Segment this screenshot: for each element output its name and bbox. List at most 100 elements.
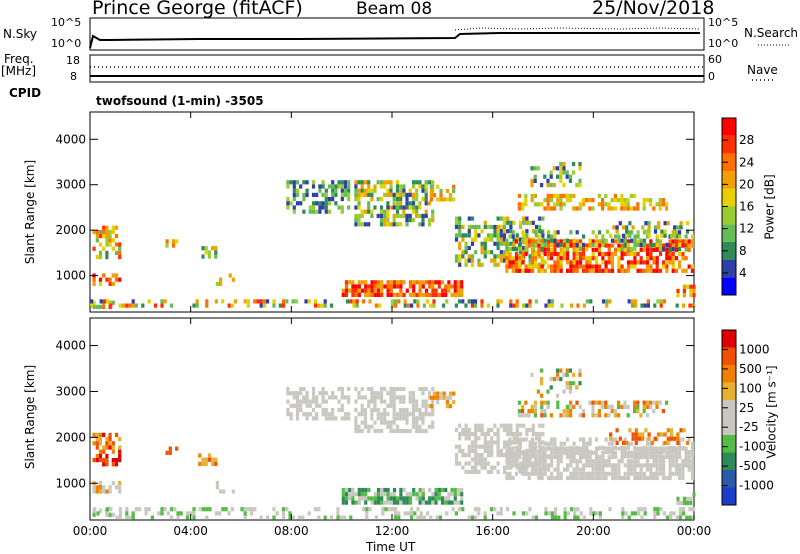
power-cell-933 (655, 256, 659, 261)
velocity-cell-513 (467, 469, 471, 474)
power-cell-387 (373, 284, 377, 289)
power-cell-1252 (628, 233, 632, 238)
velocity-cell-557 (486, 427, 491, 432)
velocity-cell-1286 (575, 385, 579, 390)
velocity-cell-1008 (674, 454, 679, 460)
velocity-cell-487 (454, 461, 459, 466)
velocity-cell-25 (105, 462, 109, 467)
velocity-cell-1187 (546, 404, 550, 409)
velocity-cell-959 (649, 475, 653, 481)
power-cell-252 (392, 218, 396, 223)
power-cell-477 (454, 224, 459, 230)
velocity-cell-1066 (540, 445, 544, 450)
power-cell-442 (431, 280, 435, 285)
velocity-cell-282 (402, 412, 406, 417)
velocity-cell-802 (572, 459, 576, 464)
power-cell-1375 (480, 299, 484, 304)
power-cell-868 (620, 243, 624, 248)
velocity-cell-62 (92, 512, 96, 517)
power-cell-1272 (673, 225, 677, 230)
velocity-cell-1090 (575, 445, 579, 450)
power-cell-811 (585, 268, 589, 273)
velocity-cell-714 (527, 450, 531, 455)
velocity-cell-585 (496, 469, 500, 474)
power-cell-1161 (604, 193, 608, 198)
power-cell-767 (562, 256, 567, 261)
power-cell-66 (201, 246, 205, 251)
velocity-cell-1430 (406, 511, 410, 516)
velocity-cell-1249 (649, 400, 653, 405)
velocity-cell-758 (550, 450, 554, 455)
velocity-colorbar-swatch-8 (722, 347, 736, 365)
velocity-cell-202 (367, 386, 371, 392)
velocity-cell-905 (623, 471, 627, 476)
velocity-cell-982 (662, 446, 666, 451)
power-cell-140 (331, 184, 335, 189)
velocity-cell-137 (318, 391, 322, 396)
power-cell-408 (392, 284, 397, 289)
velocity-cell-421 (399, 487, 403, 493)
velocity-cell-1358 (173, 507, 177, 512)
velocity-cell-1021 (681, 459, 685, 464)
power-cell-1205 (533, 166, 537, 171)
velocity-cell-1126 (630, 454, 634, 459)
power-cell-1144 (572, 193, 576, 198)
power-cell-138 (327, 209, 332, 214)
velocity-cell-1302 (634, 436, 638, 441)
velocity-cell-925 (633, 475, 637, 481)
velocity-cell-1134 (646, 441, 650, 446)
power-cell-1155 (591, 206, 595, 211)
velocity-cell-1381 (243, 511, 247, 516)
velocity-cell-908 (626, 459, 631, 464)
velocity-cell-568 (490, 444, 494, 449)
velocity-cell-283 (402, 416, 406, 421)
velocity-cell-301 (411, 416, 416, 421)
velocity-cell-178 (354, 399, 358, 404)
power-cell-95 (295, 180, 300, 185)
power-cell-551 (493, 254, 497, 259)
velocity-cell-748 (543, 459, 547, 464)
velocity-cell-1000 (668, 475, 672, 481)
power-cell-596 (512, 237, 516, 242)
power-cell-1240 (605, 229, 610, 234)
velocity-cell-723 (530, 467, 535, 472)
power-cell-489 (458, 254, 462, 259)
power-cell-248 (392, 197, 396, 202)
velocity-cell-964 (652, 463, 656, 468)
velocity-cell-48 (98, 481, 103, 486)
velocity-cell-711 (524, 463, 528, 468)
velocity-cell-722 (530, 463, 535, 468)
power-cell-168 (354, 180, 358, 185)
power-cell-774 (566, 268, 570, 273)
power-cell-1110 (524, 193, 528, 198)
power-cell-835 (598, 268, 602, 273)
power-cell-1189 (642, 206, 646, 211)
velocity-cell-1261 (540, 376, 544, 382)
velocity-cell-774 (556, 467, 560, 472)
velocity-cell-1378 (230, 507, 234, 512)
power-cell-314 (421, 197, 425, 202)
power-cell-592 (509, 229, 513, 234)
velocity-cell-565 (490, 427, 494, 432)
power-cell-1054 (610, 238, 615, 243)
power-cell-1297 (160, 303, 164, 308)
velocity-cell-492 (458, 448, 462, 453)
velocity-cell-162 (337, 407, 341, 413)
velocity-cell-1451 (474, 507, 478, 512)
velocity-cell-1247 (645, 404, 649, 409)
velocity-cell-823 (582, 463, 586, 468)
power-cell-786 (572, 264, 576, 269)
velocity-cell-1169 (524, 400, 528, 405)
velocity-cell-1035 (687, 467, 691, 472)
velocity-cell-747 (543, 454, 547, 460)
power-colorbar-swatch-5 (722, 188, 736, 207)
power-cell-476 (454, 220, 459, 225)
velocity-cell-1494 (598, 511, 602, 516)
velocity-cell-474 (453, 496, 457, 501)
velocity-cell-428 (405, 492, 409, 497)
power-cell-1040 (578, 247, 583, 252)
power-cell-819 (591, 247, 595, 252)
velocity-cell-207 (370, 386, 374, 392)
power-cell-1212 (546, 183, 550, 188)
velocity-cell-29 (108, 445, 112, 450)
